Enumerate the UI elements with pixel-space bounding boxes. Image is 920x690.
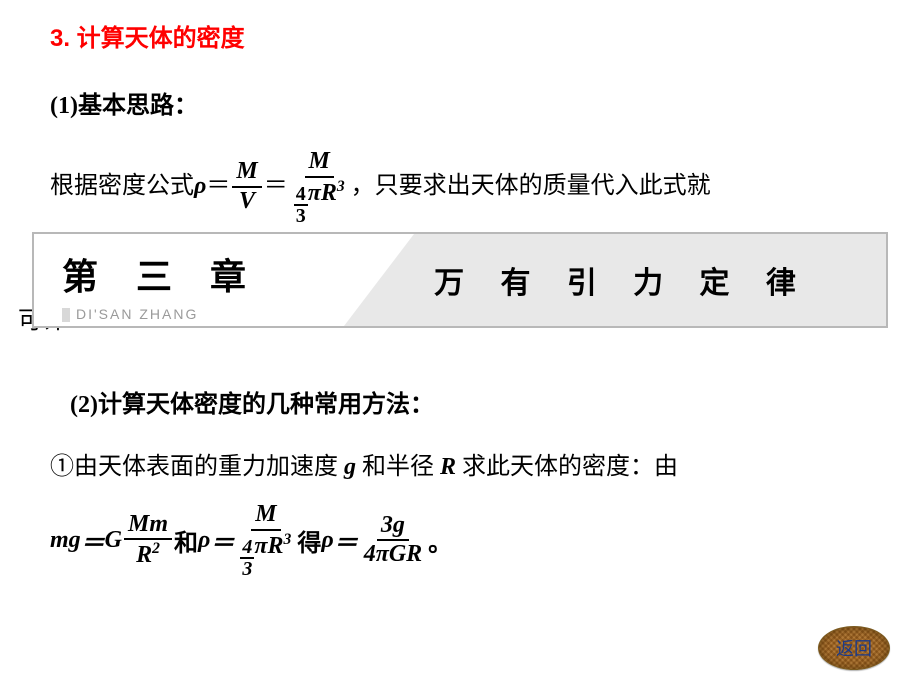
- fraction-M-vol-2: M 4 3 πR3: [236, 501, 295, 579]
- num-3g: 3g: [377, 512, 409, 542]
- chapter-pinyin: DI'SAN ZHANG: [62, 306, 344, 322]
- subheading-2: (2)计算天体密度的几种常用方法：: [70, 384, 870, 419]
- banner-right: 万 有 引 力 定 律: [344, 234, 886, 326]
- den-R2: R2: [132, 540, 164, 570]
- subheading-1: (1)基本思路：: [50, 85, 870, 120]
- para-pre-text: 根据密度公式: [50, 165, 194, 208]
- nested-num-4: 4: [294, 184, 308, 206]
- nested-den-3b: 3: [240, 559, 254, 579]
- R-cubed-1: R3: [321, 180, 345, 206]
- get-text: 得: [297, 523, 321, 558]
- R-cubed-2: R3: [268, 533, 292, 559]
- fraction-M-over-volume: M 4 3 πR3: [290, 148, 349, 226]
- paragraph-density-formula: 根据密度公式 ρ ＝ M V ＝ M 4 3 πR3 ，只要求出天体的质量代入此…: [50, 148, 870, 226]
- method-1-text: ①由天体表面的重力加速度 g 和半径 R 求此天体的密度：由: [50, 447, 870, 488]
- mg: mg: [50, 527, 81, 554]
- equals-5: ＝: [334, 523, 358, 558]
- chapter-number: 第 三 章: [62, 248, 344, 300]
- back-button[interactable]: 返回: [818, 626, 890, 670]
- section-heading: 3. 计算天体的密度: [50, 18, 870, 53]
- pi-2: π: [254, 533, 267, 559]
- den-4piGR: 4πGR: [360, 541, 426, 569]
- nested-den-3: 3: [294, 206, 308, 226]
- fraction-Mm-R2: Mm R2: [124, 511, 172, 570]
- chapter-banner: 第 三 章 DI'SAN ZHANG 万 有 引 力 定 律: [32, 232, 888, 328]
- para-post-text: ，只要求出天体的质量代入此式就: [351, 165, 711, 208]
- rho-symbol: ρ: [194, 165, 206, 208]
- chapter-title: 万 有 引 力 定 律: [420, 258, 810, 302]
- period: 。: [428, 523, 452, 558]
- fraction-result: 3g 4πGR: [360, 512, 426, 569]
- num-Mm: Mm: [124, 511, 172, 541]
- num-M3: M: [251, 501, 280, 531]
- banner-left: 第 三 章 DI'SAN ZHANG: [34, 234, 344, 326]
- denominator-V: V: [235, 188, 259, 216]
- equals-4: ＝: [210, 523, 234, 558]
- formula-line: mg ＝ G Mm R2 和 ρ ＝ M 4 3 πR3 得 ρ ＝ 3g 4π…: [50, 501, 870, 579]
- den-vol-2: 4 3 πR3: [236, 531, 295, 579]
- G: G: [105, 527, 122, 554]
- numerator-M2: M: [305, 148, 334, 178]
- denominator-volume: 4 3 πR3: [290, 178, 349, 226]
- rho-3: ρ: [321, 527, 333, 554]
- equals-2: ＝: [264, 165, 288, 208]
- and-text: 和: [174, 523, 198, 558]
- nested-num-4b: 4: [240, 537, 254, 559]
- pi-1: π: [308, 180, 321, 206]
- equals-1: ＝: [206, 165, 230, 208]
- fraction-M-over-V: M V: [232, 158, 261, 215]
- equals-3: ＝: [81, 523, 105, 558]
- rho-2: ρ: [198, 527, 210, 554]
- numerator-M: M: [232, 158, 261, 188]
